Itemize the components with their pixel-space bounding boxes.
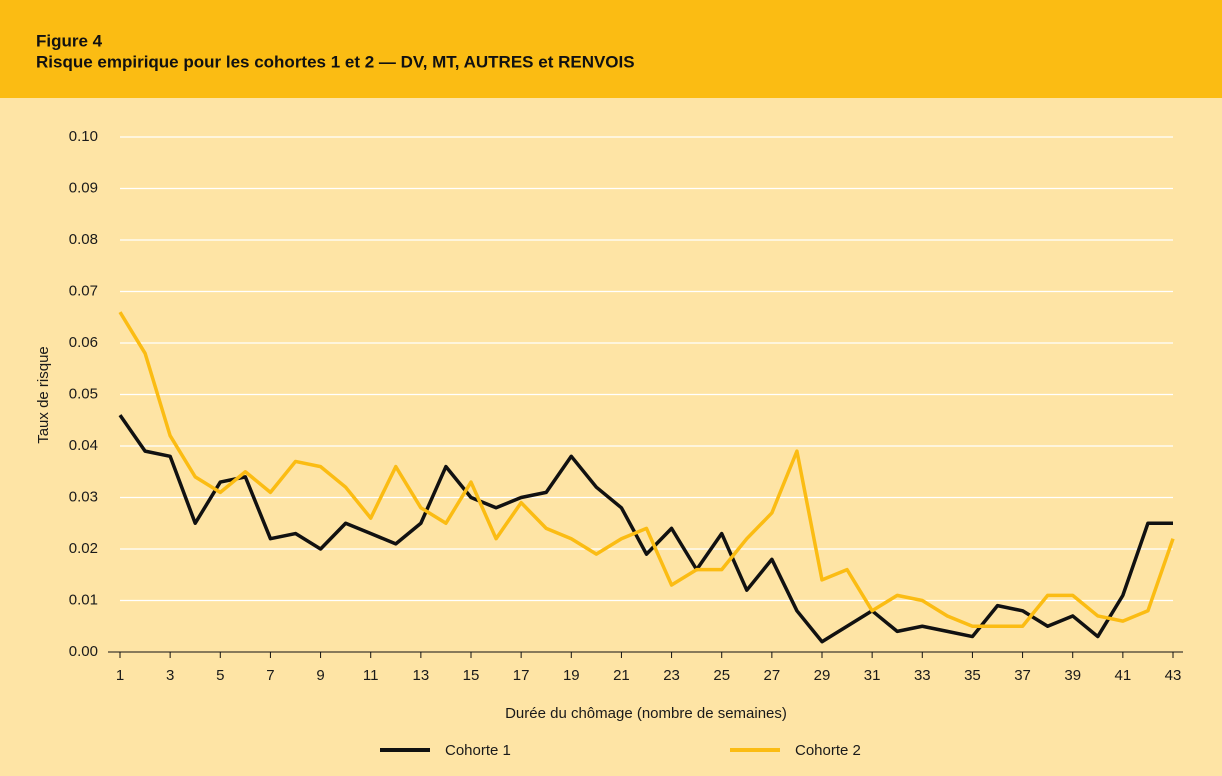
series-line xyxy=(118,414,1173,644)
x-tick-label: 31 xyxy=(864,667,881,684)
y-tick-label: 0.10 xyxy=(69,128,98,145)
y-tick-label: 0.09 xyxy=(69,179,98,196)
x-tick-label: 21 xyxy=(613,667,630,684)
x-tick-label: 33 xyxy=(914,667,931,684)
x-tick-label: 39 xyxy=(1064,667,1081,684)
chart-title: Risque empirique pour les cohortes 1 et … xyxy=(36,52,635,71)
y-tick-label: 0.06 xyxy=(69,334,98,351)
x-tick-label: 41 xyxy=(1115,667,1132,684)
x-tick-label: 5 xyxy=(216,667,224,684)
x-tick-label: 13 xyxy=(413,667,430,684)
legend-label: Cohorte 2 xyxy=(795,742,861,759)
x-tick-label: 25 xyxy=(713,667,730,684)
x-tick-label: 3 xyxy=(166,667,174,684)
x-tick-label: 29 xyxy=(814,667,831,684)
y-tick-label: 0.02 xyxy=(69,540,98,557)
x-tick-label: 27 xyxy=(764,667,781,684)
y-tick-label: 0.03 xyxy=(69,488,98,505)
x-tick-label: 17 xyxy=(513,667,530,684)
x-tick-label: 9 xyxy=(316,667,324,684)
y-axis-label: Taux de risque xyxy=(35,346,52,444)
figure-label: Figure 4 xyxy=(36,31,103,50)
series-line xyxy=(118,311,1175,628)
x-tick-label: 37 xyxy=(1014,667,1031,684)
legend-label: Cohorte 1 xyxy=(445,742,511,759)
x-axis-label: Durée du chômage (nombre de semaines) xyxy=(505,705,787,722)
y-tick-label: 0.01 xyxy=(69,591,98,608)
x-tick-label: 7 xyxy=(266,667,274,684)
header-band xyxy=(0,0,1222,98)
x-tick-label: 35 xyxy=(964,667,981,684)
y-tick-label: 0.05 xyxy=(69,385,98,402)
y-tick-label: 0.07 xyxy=(69,282,98,299)
y-tick-label: 0.00 xyxy=(69,643,98,660)
x-tick-label: 23 xyxy=(663,667,680,684)
x-tick-label: 11 xyxy=(363,667,379,684)
x-tick-label: 15 xyxy=(463,667,480,684)
y-tick-label: 0.08 xyxy=(69,231,98,248)
x-tick-label: 43 xyxy=(1165,667,1182,684)
y-tick-label: 0.04 xyxy=(69,437,98,454)
x-tick-label: 19 xyxy=(563,667,580,684)
x-tick-label: 1 xyxy=(116,667,124,684)
